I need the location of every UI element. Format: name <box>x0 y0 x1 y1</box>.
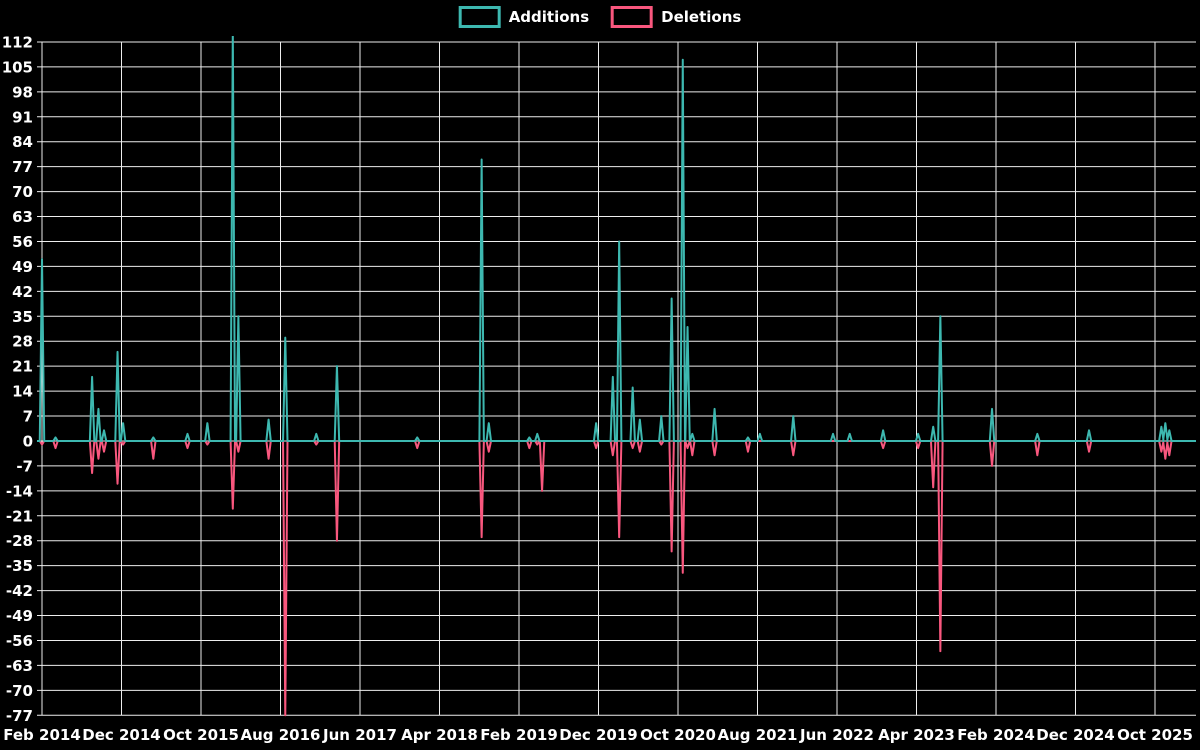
series-line-deletions <box>37 439 1196 717</box>
chart-legend: Additions Deletions <box>458 6 741 28</box>
y-axis-tick-label: 70 <box>12 183 33 201</box>
x-axis-tick-label: Aug 2016 <box>241 726 321 744</box>
y-axis-tick-label: 77 <box>12 158 33 176</box>
y-axis-tick-label: -56 <box>6 632 33 650</box>
y-axis-tick-label: 56 <box>12 233 33 251</box>
y-axis-tick-label: -28 <box>6 532 33 550</box>
legend-item-deletions[interactable]: Deletions <box>611 6 741 28</box>
x-axis-tick-label: Oct 2020 <box>640 726 716 744</box>
y-axis-tick-label: 35 <box>12 308 33 326</box>
y-axis-tick-label: -7 <box>16 457 33 475</box>
y-axis-tick-label: 7 <box>23 408 33 426</box>
y-axis-tick-label: 28 <box>12 333 33 351</box>
y-axis-tick-label: -70 <box>6 682 33 700</box>
y-axis-tick-label: 14 <box>12 383 33 401</box>
x-axis-tick-label: Oct 2015 <box>163 726 239 744</box>
y-axis-tick-label: 63 <box>12 208 33 226</box>
y-axis-tick-label: 49 <box>12 258 33 276</box>
x-axis-tick-label: Aug 2021 <box>718 726 798 744</box>
x-axis-tick-label: Dec 2019 <box>559 726 638 744</box>
x-axis-tick-label: Apr 2023 <box>878 726 955 744</box>
legend-item-additions[interactable]: Additions <box>458 6 590 28</box>
y-axis-tick-label: 0 <box>23 432 33 450</box>
y-axis-tick-label: -42 <box>6 582 33 600</box>
y-axis-tick-label: 105 <box>2 58 33 76</box>
series-line-additions <box>37 36 1196 442</box>
additions-swatch-icon <box>458 6 501 28</box>
y-axis-tick-label: -21 <box>6 507 33 525</box>
x-axis-tick-label: Feb 2019 <box>480 726 558 744</box>
y-axis-tick-label: 91 <box>12 108 33 126</box>
x-axis-tick-label: Feb 2014 <box>3 726 81 744</box>
deletions-swatch-icon <box>611 6 654 28</box>
y-axis-tick-label: 42 <box>12 283 33 301</box>
legend-label-additions: Additions <box>508 8 590 26</box>
x-axis-tick-label: Dec 2024 <box>1036 726 1115 744</box>
y-axis-tick-label: -63 <box>6 657 33 675</box>
y-axis-tick-label: 112 <box>2 34 33 52</box>
y-axis-tick-label: 21 <box>12 358 33 376</box>
x-axis-tick-label: Jun 2022 <box>799 726 874 744</box>
x-axis-tick-label: Apr 2018 <box>401 726 478 744</box>
y-axis-tick-label: -77 <box>6 707 33 725</box>
y-axis-tick-label: -14 <box>6 482 33 500</box>
y-axis-tick-label: 98 <box>12 83 33 101</box>
y-axis-tick-label: 84 <box>12 133 33 151</box>
x-axis-tick-label: Dec 2014 <box>82 726 161 744</box>
y-axis-tick-label: -35 <box>6 557 33 575</box>
legend-label-deletions: Deletions <box>661 8 742 26</box>
y-axis-tick-label: -49 <box>6 607 33 625</box>
x-axis-tick-label: Jun 2017 <box>322 726 397 744</box>
x-axis-tick-label: Feb 2024 <box>957 726 1035 744</box>
x-axis-tick-label: Oct 2025 <box>1117 726 1193 744</box>
